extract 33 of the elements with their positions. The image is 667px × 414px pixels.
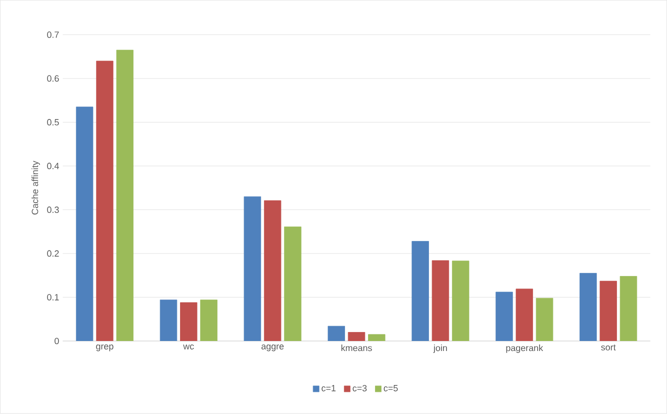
y-tick-label: 0: [54, 338, 59, 344]
bar: [348, 332, 366, 342]
y-tick-label: 0.2: [47, 250, 59, 257]
y-tick-label: 0.7: [47, 32, 59, 38]
legend-label: c=5: [384, 385, 398, 392]
x-tick-label: wc: [183, 344, 194, 350]
y-tick-label: 0.1: [47, 294, 59, 301]
bar: [620, 276, 638, 342]
y-tick-label: 0.5: [47, 119, 59, 126]
x-tick-label: kmeans: [341, 344, 372, 352]
x-tick-label: pagerank: [506, 344, 544, 353]
bar: [432, 260, 450, 342]
bar: [452, 260, 470, 342]
bar: [200, 300, 218, 342]
x-tick-label: sort: [601, 344, 616, 351]
x-tick-label: grep: [96, 344, 114, 352]
bar: [180, 302, 198, 342]
bar: [116, 50, 134, 342]
legend-label: c=3: [352, 385, 367, 392]
y-tick-label: 0.3: [47, 206, 59, 214]
bar: [368, 334, 386, 342]
bar: [96, 60, 114, 342]
x-tick-label: aggre: [261, 344, 284, 352]
bar: [516, 288, 533, 342]
legend-label: c=1: [322, 385, 336, 392]
x-tick-label: join: [433, 344, 447, 353]
bar: [536, 298, 554, 342]
bar: [600, 280, 617, 342]
bar: [264, 200, 282, 342]
y-axis-title: Cache affinity: [32, 160, 40, 215]
y-tick-label: 0.6: [47, 75, 59, 82]
bar: [284, 226, 302, 342]
y-tick-label: 0.4: [47, 162, 59, 170]
